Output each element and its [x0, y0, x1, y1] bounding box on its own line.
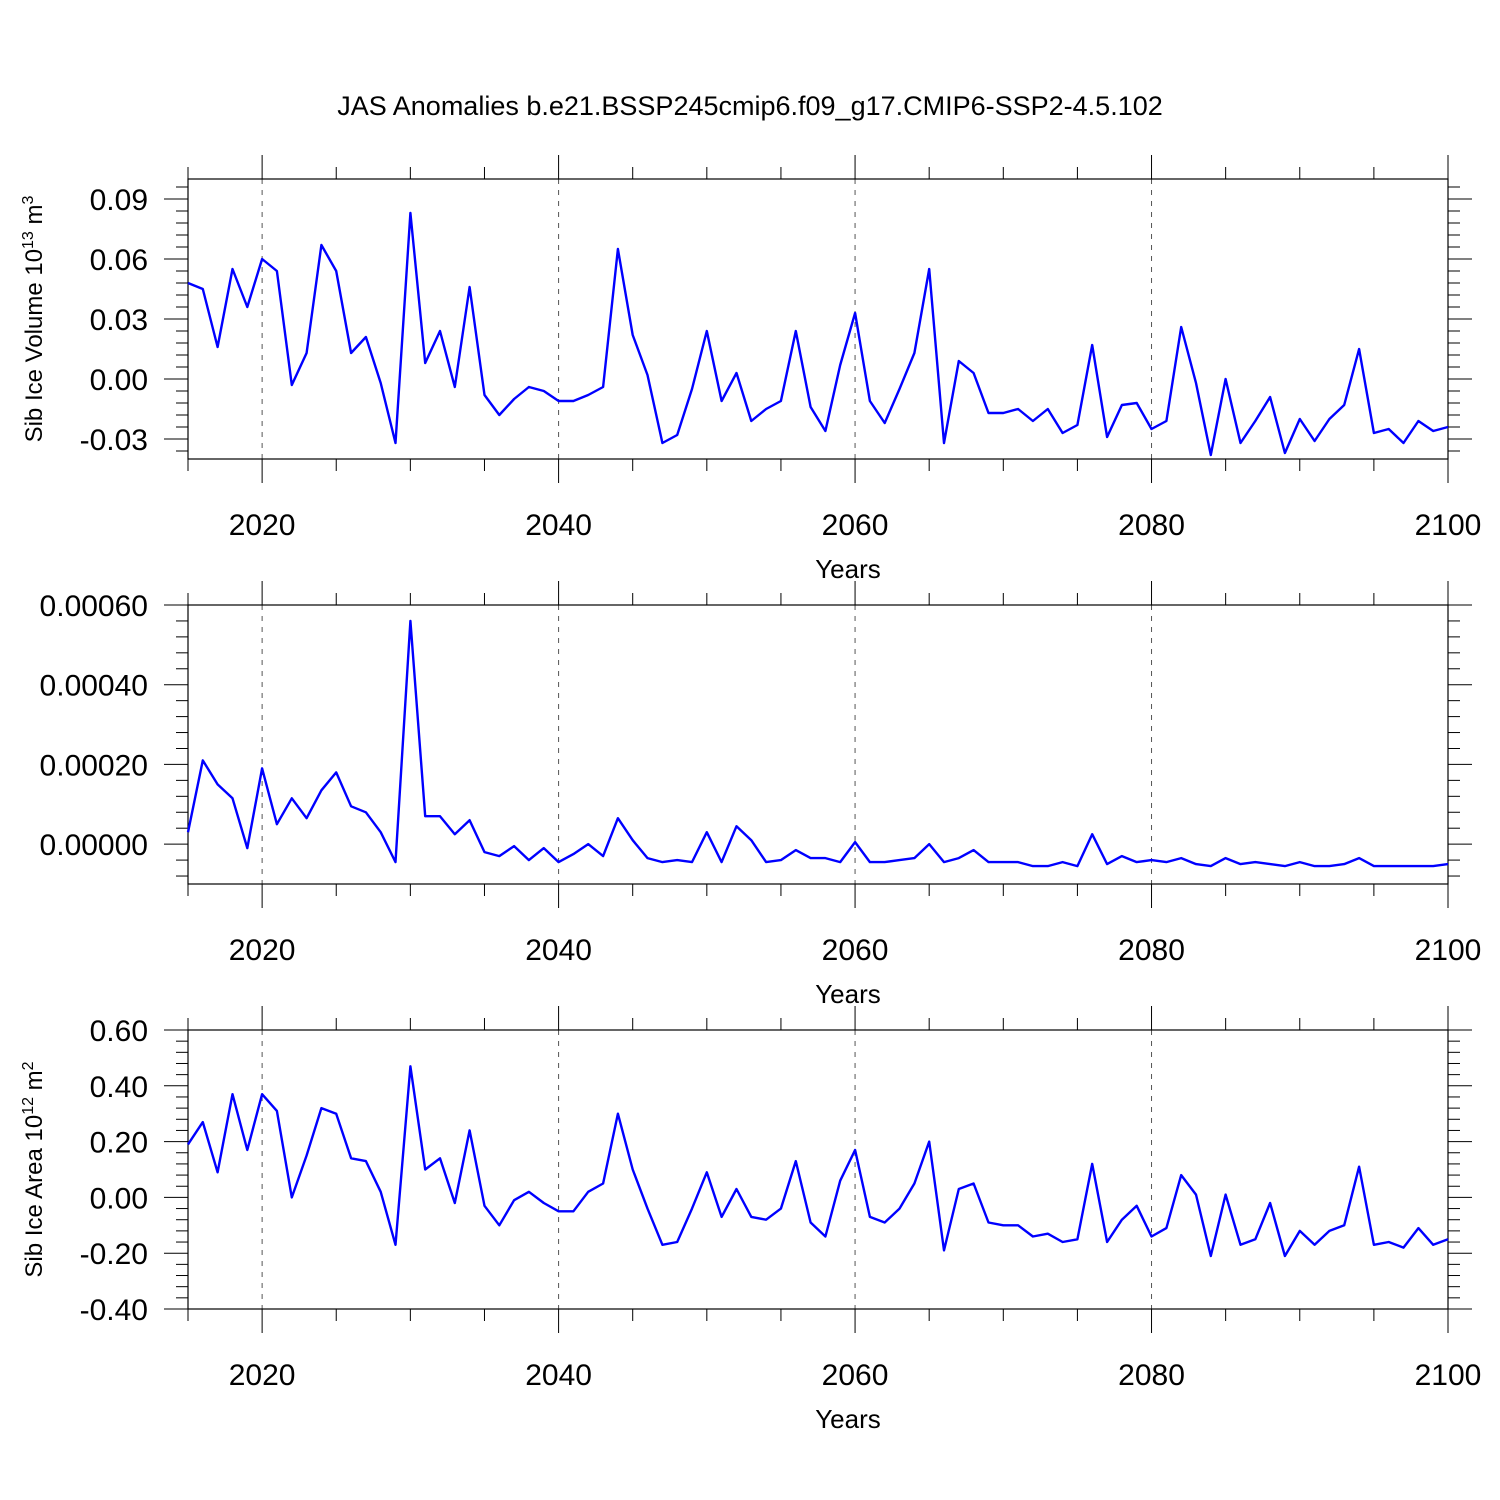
chart-panel-2: 0.00000 0.00020 0.00040 0.00060 2020 2040 2060…	[40, 581, 1482, 1009]
x-tick-label: 2100	[1415, 509, 1482, 542]
x-tick-label: 2080	[1118, 934, 1185, 967]
y-tick-label: 0.60	[90, 1015, 148, 1048]
x-tick-label: 2040	[525, 934, 592, 967]
y-axis-label-unit: m	[21, 204, 48, 231]
plot-frame	[187, 604, 1449, 885]
y-axis-label: Sib Ice Volume 1013 m3	[20, 195, 48, 442]
panels: -0.03 0.00 0.03 0.06 0.09 2020 2040 2060 2080 210…	[20, 155, 1481, 1434]
y-axis-label-text: Sib Ice Volume 10	[21, 249, 48, 442]
x-tick-label: 2080	[1118, 1359, 1185, 1392]
x-tick-label: 2080	[1118, 509, 1185, 542]
series-line	[187, 1065, 1449, 1258]
x-tick-label: 2060	[822, 1359, 889, 1392]
y-tick-label: 0.00060	[40, 590, 148, 623]
x-tick-label: 2020	[229, 934, 296, 967]
series-line	[187, 211, 1449, 457]
y-axis-label-unit-exponent: 3	[20, 195, 37, 204]
x-tick-label: 2100	[1415, 1359, 1482, 1392]
x-axis-label: Years	[815, 1404, 881, 1434]
y-tick-label: -0.20	[80, 1238, 148, 1271]
y-tick-label: 0.20	[90, 1127, 148, 1160]
x-tick-label: 2040	[525, 1359, 592, 1392]
y-axis-label-exponent: 13	[20, 231, 37, 249]
y-tick-label: 0.06	[90, 244, 148, 277]
y-tick-label: 0.09	[90, 184, 148, 217]
y-tick-label: 0.00	[90, 364, 148, 397]
y-tick-label: 0.00020	[40, 749, 148, 782]
plot-frame	[187, 1029, 1449, 1310]
y-tick-label: 0.00000	[40, 829, 148, 862]
chart-panel-3: -0.40 -0.20 0.00 0.20 0.40 0.60 2020 2040 2060 20…	[20, 1006, 1481, 1434]
x-tick-label: 2060	[822, 934, 889, 967]
x-tick-label: 2100	[1415, 934, 1482, 967]
x-tick-label: 2060	[822, 509, 889, 542]
y-tick-label: -0.03	[80, 424, 148, 457]
chart-title: JAS Anomalies b.e21.BSSP245cmip6.f09_g17…	[337, 91, 1163, 121]
x-tick-label: 2020	[229, 509, 296, 542]
y-axis-label-unit-exponent: 2	[20, 1061, 37, 1070]
y-tick-label: 0.03	[90, 304, 148, 337]
x-tick-label: 2040	[525, 509, 592, 542]
y-axis-label: Sib Ice Area 1012 m2	[20, 1061, 48, 1277]
y-tick-label: -0.40	[80, 1294, 148, 1327]
y-axis-label-unit: m	[21, 1070, 48, 1097]
y-tick-label: 0.00040	[40, 670, 148, 703]
series-line	[186, 619, 1449, 868]
y-tick-label: 0.00	[90, 1182, 148, 1215]
x-axis-label: Years	[815, 979, 881, 1009]
y-axis-label-text: Sib Ice Area 10	[21, 1115, 48, 1278]
y-tick-label: 0.40	[90, 1071, 148, 1104]
x-tick-label: 2020	[229, 1359, 296, 1392]
chart-panel-1: -0.03 0.00 0.03 0.06 0.09 2020 2040 2060 2080 210…	[20, 155, 1481, 584]
x-axis-label: Years	[815, 554, 881, 584]
y-axis-label-exponent: 12	[20, 1097, 37, 1115]
